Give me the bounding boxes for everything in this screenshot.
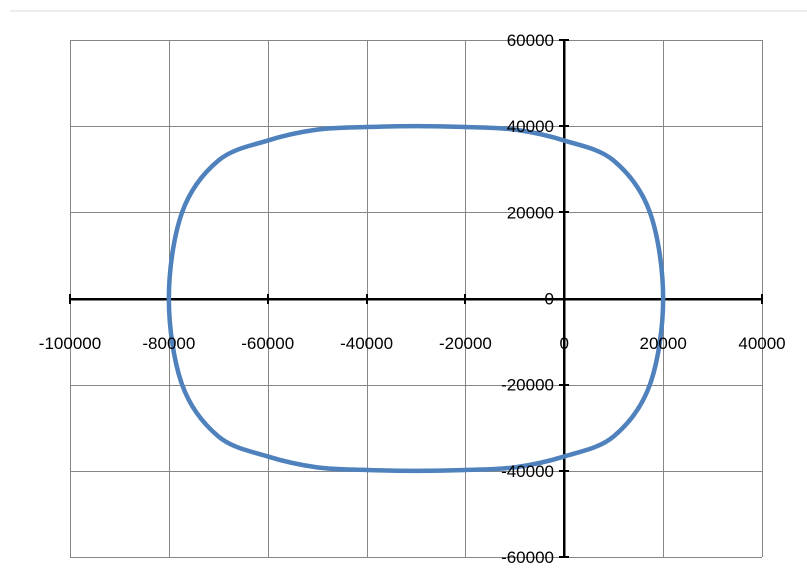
y-tick-label: 20000 — [507, 203, 554, 222]
y-tick-label: -40000 — [501, 462, 554, 481]
axes — [69, 39, 763, 558]
y-tick-label: -60000 — [501, 548, 554, 567]
x-tick-label: -60000 — [241, 334, 294, 353]
tick-labels: -100000 -80000 -60000 -40000 -20000 0 20000 400… — [39, 31, 786, 567]
x-tick-label: -40000 — [340, 334, 393, 353]
x-tick-label: -100000 — [39, 334, 101, 353]
y-tick-label: 0 — [545, 290, 554, 309]
y-tick-label: 60000 — [507, 31, 554, 50]
y-tick-label: 40000 — [507, 117, 554, 136]
x-tick-label: -20000 — [439, 334, 492, 353]
y-tick-label: -20000 — [501, 376, 554, 395]
x-tick-label: 40000 — [738, 334, 785, 353]
x-tick-label: -80000 — [142, 334, 195, 353]
ellipse-series-line — [166, 123, 666, 474]
x-tick-label: 0 — [560, 334, 569, 353]
series-layer — [166, 123, 666, 474]
x-tick-label: 20000 — [640, 334, 687, 353]
